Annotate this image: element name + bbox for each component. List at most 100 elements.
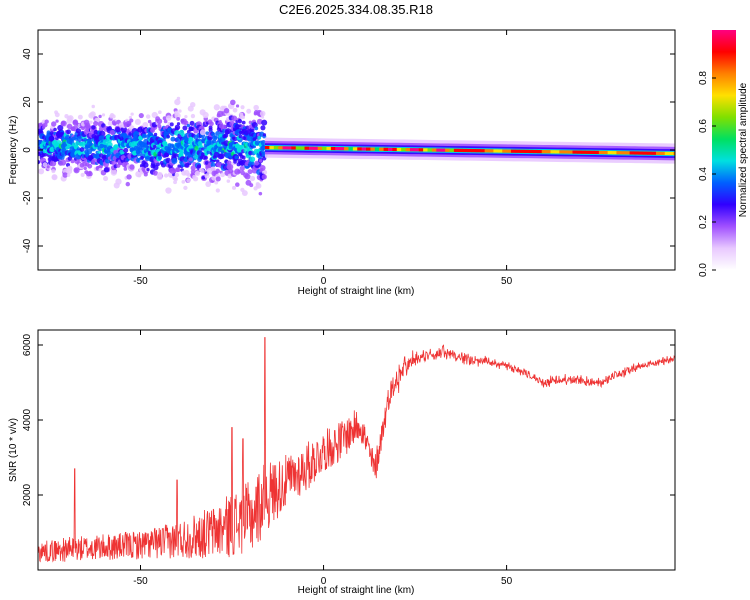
heatmap-cell [590, 150, 595, 154]
heatmap-cell [125, 181, 131, 187]
heatmap-cell [174, 98, 181, 106]
heatmap-cell [60, 159, 67, 166]
colorbar-tick-label: 0.4 [698, 167, 709, 181]
snr-frame [37, 329, 676, 571]
heatmap-cell [188, 133, 193, 138]
spectrogram-x-label: Height of straight line (km) [298, 286, 415, 297]
heatmap-cell [252, 137, 257, 141]
heatmap-cell [89, 111, 96, 118]
heatmap-cell [209, 121, 214, 127]
heatmap-cell [180, 151, 184, 155]
heatmap-cell [269, 146, 275, 150]
heatmap-cell [130, 112, 134, 116]
heatmap-cell [259, 110, 266, 117]
heatmap-cell [176, 122, 181, 126]
heatmap-cell [128, 115, 133, 120]
heatmap-cell [140, 155, 144, 160]
heatmap-cell [232, 107, 238, 113]
heatmap-cell [493, 149, 499, 153]
heatmap-cell [258, 191, 263, 196]
heatmap-cell [98, 167, 103, 172]
heatmap-cell [198, 147, 203, 152]
heatmap-cell [620, 151, 626, 155]
heatmap-cell [629, 151, 635, 155]
heatmap-cell [214, 180, 219, 185]
heatmap-cell [57, 124, 64, 131]
heatmap-cell [115, 178, 122, 185]
heatmap-cell [206, 150, 211, 155]
heatmap-cell [594, 150, 600, 155]
heatmap-cell [166, 134, 170, 139]
heatmap-cell [260, 140, 267, 146]
heatmap-cell [43, 152, 48, 157]
heatmap-cell [66, 165, 73, 172]
heatmap-cell [449, 148, 455, 152]
heatmap-cell [60, 120, 67, 127]
heatmap-cell [223, 107, 230, 114]
heatmap-cell [176, 117, 181, 121]
heatmap-cell [572, 150, 578, 154]
heatmap-cell [66, 129, 71, 135]
heatmap-cell [142, 162, 149, 168]
heatmap-cell [550, 150, 556, 154]
heatmap-cell [143, 172, 148, 177]
heatmap-cell [330, 146, 336, 151]
heatmap-cell [165, 115, 172, 121]
heatmap-cell [361, 147, 367, 151]
heatmap-cell [563, 150, 569, 154]
heatmap-cell [114, 126, 121, 133]
heatmap-cell [638, 151, 644, 155]
snr-panel: -50 0 50 2000 4000 6000 Height of straight l… [8, 329, 676, 596]
spectrogram-y-label: Frequency (Hz) [8, 116, 19, 185]
heatmap-cell [184, 114, 188, 119]
heatmap-cell [93, 120, 99, 127]
heatmap-cell [260, 115, 265, 119]
heatmap-cell [75, 128, 82, 134]
heatmap-cell [204, 173, 210, 179]
heatmap-cell [183, 185, 188, 191]
colorbar-ticks: 0.0 0.2 0.4 0.6 0.8 [698, 71, 716, 277]
heatmap-cell [215, 176, 221, 182]
heatmap-cell [239, 112, 244, 117]
heatmap-cell [167, 146, 172, 152]
heatmap-cell [568, 150, 573, 154]
heatmap-cell [226, 179, 231, 183]
heatmap-cell [188, 136, 194, 142]
colorbar-tick-label: 0.0 [698, 263, 709, 277]
heatmap-cell [120, 126, 128, 133]
heatmap-cell [220, 172, 226, 178]
heatmap-cell [322, 146, 327, 151]
heatmap-cell [186, 178, 191, 183]
heatmap-cell [300, 146, 305, 150]
heatmap-cell [88, 170, 92, 175]
heatmap-cell [603, 150, 608, 155]
heatmap-cell [655, 151, 661, 155]
heatmap-cell [247, 169, 253, 175]
heatmap-cell [103, 167, 110, 173]
heatmap-cell [221, 150, 225, 154]
heatmap-cell [335, 147, 340, 151]
heatmap-cell [192, 175, 196, 179]
heatmap-cell [436, 148, 442, 152]
heatmap-cell [212, 135, 218, 141]
x-tick-label: -50 [133, 276, 148, 287]
heatmap-cell [157, 155, 162, 160]
heatmap-cell [76, 135, 83, 142]
heatmap-cell [497, 149, 503, 153]
heatmap-cell [147, 119, 152, 124]
heatmap-cell [664, 151, 670, 156]
heatmap-cell [467, 148, 472, 153]
heatmap-cell [62, 172, 68, 178]
heatmap-cell [123, 167, 128, 171]
heatmap-cell [405, 148, 411, 152]
heatmap-cell [660, 151, 666, 155]
heatmap-cell [249, 175, 256, 182]
heatmap-cell [598, 150, 604, 155]
heatmap-cell [344, 147, 349, 151]
heatmap-cell [581, 150, 586, 154]
heatmap-cell [99, 130, 106, 137]
heatmap-cell [180, 132, 186, 138]
heatmap-cell [182, 125, 188, 131]
spectrogram-x-ticks: -50 0 50 [133, 30, 513, 287]
